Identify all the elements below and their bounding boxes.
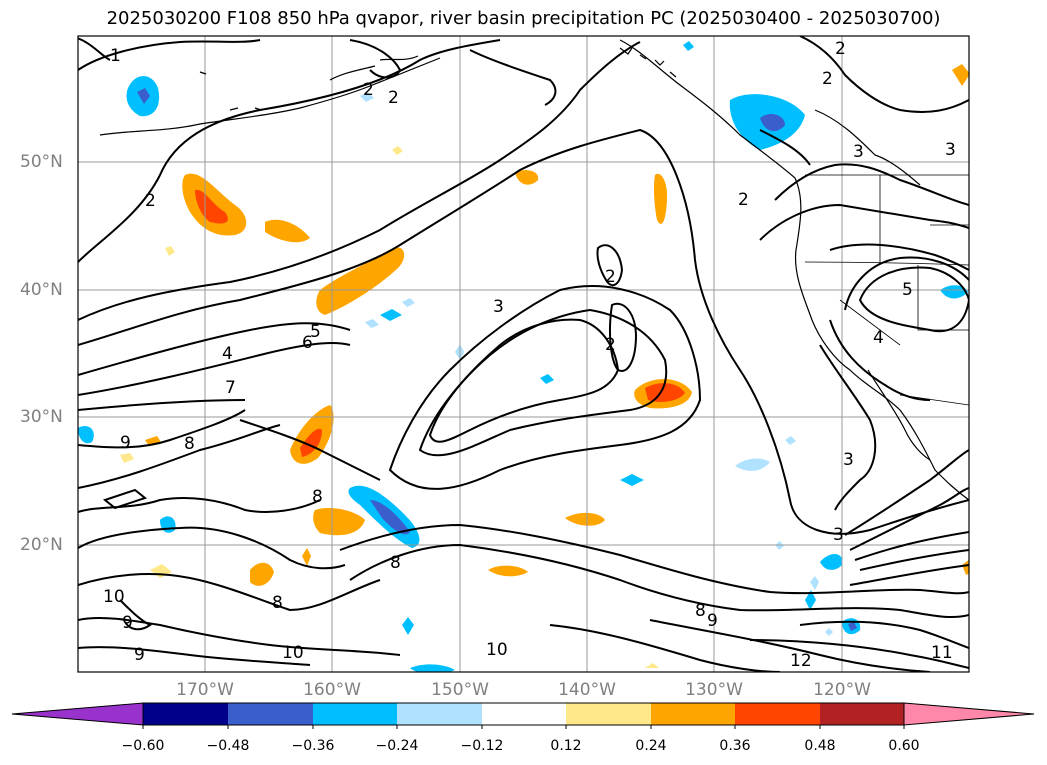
contour-label: 3 [945,140,956,160]
contour-label: 9 [134,645,145,665]
contour-label: 8 [695,601,706,621]
contour-label: 10 [103,587,125,607]
colorbar-tick-label: −0.48 [206,738,250,754]
contour-label: 3 [853,142,864,162]
colorbar-tick-label: −0.12 [460,738,504,754]
colorbar-segment [143,703,228,725]
contour-label: 9 [120,433,131,453]
contour-label: 11 [931,643,953,663]
contour-label: 1 [110,46,121,66]
contour-label: 7 [225,378,236,398]
contour-label: 4 [873,328,884,348]
map-frame [77,35,970,673]
contour-label: 2 [822,69,833,89]
contour-label: 3 [493,297,504,317]
colorbar-segment [313,703,397,725]
colorbar-tick-label: 0.12 [550,738,582,754]
colorbar-tick-label: −0.36 [291,738,335,754]
colorbar-tick-label: 0.36 [719,738,751,754]
contour-label: 8 [312,487,323,507]
contour-label: 2 [738,190,749,210]
colorbar [11,702,1035,729]
contour-label: 8 [272,593,283,613]
colorbar-low-extension [11,702,144,726]
colorbar-segment [651,703,735,725]
lon-label-130w: 130°W [685,680,743,700]
colorbar-segment [397,703,482,725]
contour-label: 9 [122,613,133,633]
contour-label: 3 [843,450,854,470]
colorbar-high-extension [903,702,1035,726]
contour-label: 8 [390,553,401,573]
contour-label: 10 [282,643,304,663]
colorbar-segment [566,703,651,725]
colorbar-tick-label: −0.60 [121,738,165,754]
colorbar-tick-label: −0.24 [375,738,419,754]
contour-label: 6 [302,333,313,353]
colorbar-tick-label: 0.60 [888,738,920,754]
lat-label-50n: 50°N [20,152,63,172]
colorbar-segment [228,703,313,725]
lon-label-140w: 140°W [558,680,616,700]
colorbar-segment [735,703,820,725]
lon-label-160w: 160°W [303,680,361,700]
lon-label-150w: 150°W [431,680,489,700]
contour-label: 8 [184,434,195,454]
contour-labels: 1 2 2 2 2 2 2 2 2 3 3 3 3 3 4 4 5 5 6 7 … [103,39,956,671]
lat-label-30n: 30°N [20,407,63,427]
contour-label: 10 [486,640,508,660]
colorbar-segment [820,703,904,725]
contour-label: 4 [222,344,233,364]
graticule [78,36,969,672]
lat-label-20n: 20°N [20,535,63,555]
contour-label: 5 [902,280,913,300]
colorbar-tick-label: 0.24 [635,738,667,754]
lat-label-40n: 40°N [20,280,63,300]
lon-label-170w: 170°W [176,680,234,700]
coastlines [99,39,969,501]
contour-label: 9 [707,611,718,631]
contour-label: 3 [833,525,844,545]
precip-shading [78,41,969,672]
contour-label: 2 [145,191,156,211]
colorbar-tick-label: 0.48 [804,738,836,754]
qvapor-contours [78,36,969,672]
map-title: 2025030200 F108 850 hPa qvapor, river ba… [106,8,941,29]
contour-label: 2 [363,80,374,100]
contour-label: 2 [388,88,399,108]
contour-label: 2 [605,267,616,287]
contour-label: 2 [605,335,616,355]
contour-label: 12 [790,651,812,671]
contour-label: 2 [835,39,846,59]
colorbar-segment [482,703,566,725]
contour-label: 5 [310,322,321,342]
lon-label-120w: 120°W [813,680,871,700]
borders [804,174,969,406]
